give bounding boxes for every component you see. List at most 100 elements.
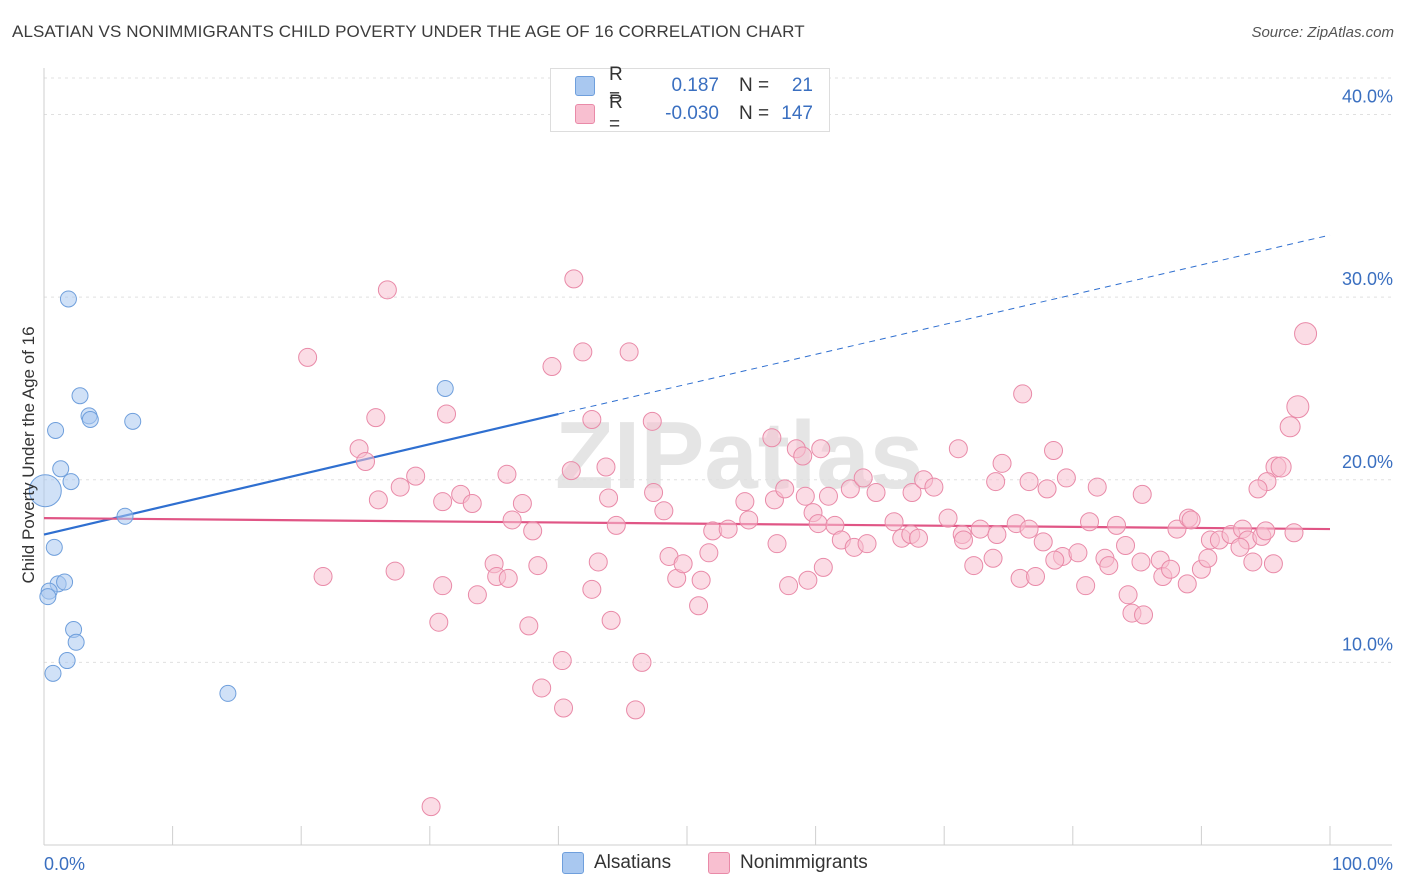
alsatians-point bbox=[39, 588, 57, 606]
nonimmigrants-point bbox=[1033, 532, 1053, 552]
nonimmigrants-point bbox=[437, 404, 457, 424]
legend-swatch-nonimmigrants bbox=[575, 104, 595, 124]
nonimmigrants-point bbox=[1256, 521, 1276, 541]
nonimmigrants-point bbox=[735, 492, 755, 512]
legend: R = 0.187 N = 21 R = -0.030 N = 147 bbox=[550, 64, 830, 135]
nonimmigrants-point bbox=[1037, 479, 1057, 499]
alsatians-point bbox=[45, 538, 63, 556]
nonimmigrants-point bbox=[866, 483, 886, 503]
nonimmigrants-point bbox=[1132, 484, 1152, 504]
legend-row-nonimmigrants: R = -0.030 N = 147 bbox=[575, 92, 813, 135]
legend-n-label: N = bbox=[739, 103, 770, 124]
nonimmigrants-point bbox=[1116, 536, 1136, 556]
nonimmigrants-point bbox=[644, 483, 664, 503]
alsatians-point bbox=[67, 633, 85, 651]
nonimmigrants-point bbox=[433, 576, 453, 596]
x-tick-label-start: 0.0% bbox=[44, 854, 85, 874]
legend-r-label: R = bbox=[609, 64, 623, 107]
nonimmigrants-point bbox=[808, 514, 828, 534]
nonimmigrants-point bbox=[718, 519, 738, 539]
legend-r-value: -0.030 bbox=[665, 103, 719, 124]
y-tick-label: 30.0% bbox=[1342, 269, 1393, 289]
nonimmigrants-point bbox=[642, 411, 662, 431]
nonimmigrants-point bbox=[1243, 552, 1263, 572]
alsatians-point bbox=[56, 573, 74, 591]
nonimmigrants-trend-line bbox=[43, 517, 1331, 531]
nonimmigrants-point bbox=[767, 534, 787, 554]
legend-swatch-alsatians bbox=[575, 76, 595, 96]
nonimmigrants-point bbox=[632, 652, 652, 672]
nonimmigrants-point bbox=[626, 700, 646, 720]
legend-n-value: 147 bbox=[781, 103, 813, 124]
nonimmigrants-point bbox=[884, 512, 904, 532]
nonimmigrants-point bbox=[512, 494, 532, 514]
nonimmigrants-point bbox=[1019, 519, 1039, 539]
nonimmigrants-point bbox=[519, 616, 539, 636]
nonimmigrants-point bbox=[606, 515, 626, 535]
nonimmigrants-point bbox=[795, 486, 815, 506]
nonimmigrants-point bbox=[857, 534, 877, 554]
nonimmigrants-point bbox=[779, 576, 799, 596]
nonimmigrants-point bbox=[1270, 456, 1292, 478]
bottom-legend-nonimmigrants: Nonimmigrants bbox=[708, 852, 868, 874]
nonimmigrants-point bbox=[1134, 605, 1154, 625]
source-label: Source: ZipAtlas.com bbox=[1251, 24, 1394, 41]
nonimmigrants-point bbox=[582, 409, 602, 429]
nonimmigrants-point bbox=[1131, 552, 1151, 572]
nonimmigrants-point bbox=[938, 508, 958, 528]
nonimmigrants-point bbox=[689, 596, 709, 616]
nonimmigrants-point bbox=[1294, 322, 1318, 346]
nonimmigrants-point bbox=[970, 519, 990, 539]
y-tick-label: 10.0% bbox=[1342, 634, 1393, 654]
alsatians-point bbox=[44, 664, 62, 682]
alsatians-point bbox=[47, 421, 65, 439]
nonimmigrants-point bbox=[528, 556, 548, 576]
nonimmigrants-point bbox=[1045, 550, 1065, 570]
legend-row-alsatians: R = 0.187 N = 21 bbox=[575, 64, 813, 107]
nonimmigrants-point bbox=[596, 457, 616, 477]
nonimmigrants-point bbox=[298, 347, 318, 367]
nonimmigrants-point bbox=[406, 466, 426, 486]
nonimmigrants-point bbox=[433, 492, 453, 512]
nonimmigrants-point bbox=[385, 561, 405, 581]
nonimmigrants-point bbox=[1087, 477, 1107, 497]
nonimmigrants-point bbox=[368, 490, 388, 510]
nonimmigrants-point bbox=[853, 468, 873, 488]
alsatians-point bbox=[52, 460, 70, 478]
nonimmigrants-point bbox=[356, 452, 375, 471]
nonimmigrants-point bbox=[601, 610, 621, 630]
nonimmigrants-point bbox=[908, 528, 928, 548]
nonimmigrants-point bbox=[983, 548, 1003, 568]
nonimmigrants-point bbox=[619, 342, 639, 362]
nonimmigrants-point bbox=[1013, 384, 1033, 404]
nonimmigrants-point bbox=[840, 479, 860, 499]
bottom-legend-label-alsatians: Alsatians bbox=[594, 852, 672, 873]
legend-n-value: 21 bbox=[791, 75, 813, 96]
nonimmigrants-point bbox=[1080, 512, 1100, 532]
nonimmigrants-point bbox=[599, 488, 619, 508]
nonimmigrants-point bbox=[924, 477, 944, 497]
nonimmigrants-point bbox=[1044, 441, 1064, 461]
axes bbox=[43, 68, 1392, 846]
axis-labels: 10.0% 20.0% 30.0% 40.0% 0.0% 100.0% bbox=[44, 87, 1393, 874]
alsatians-point bbox=[28, 474, 62, 508]
nonimmigrants-point bbox=[1167, 519, 1187, 539]
nonimmigrants-point bbox=[1161, 559, 1181, 579]
bottom-legend-swatch-nonimmigrants bbox=[708, 852, 730, 874]
nonimmigrants-point bbox=[992, 453, 1012, 473]
nonimmigrants-point bbox=[798, 570, 818, 590]
nonimmigrants-point bbox=[1068, 543, 1088, 563]
nonimmigrants-point bbox=[1099, 556, 1119, 576]
nonimmigrants-point bbox=[762, 428, 782, 448]
nonimmigrants-point bbox=[532, 678, 552, 698]
nonimmigrants-point bbox=[964, 556, 984, 576]
nonimmigrants-point bbox=[1198, 548, 1218, 568]
legend-r-value: 0.187 bbox=[671, 75, 719, 96]
nonimmigrants-point bbox=[552, 651, 572, 671]
data-points bbox=[28, 269, 1318, 817]
nonimmigrants-point bbox=[497, 464, 517, 484]
nonimmigrants-point bbox=[498, 568, 518, 588]
nonimmigrants-point bbox=[564, 269, 584, 289]
nonimmigrants-point bbox=[561, 461, 581, 481]
alsatians-point bbox=[116, 507, 134, 525]
